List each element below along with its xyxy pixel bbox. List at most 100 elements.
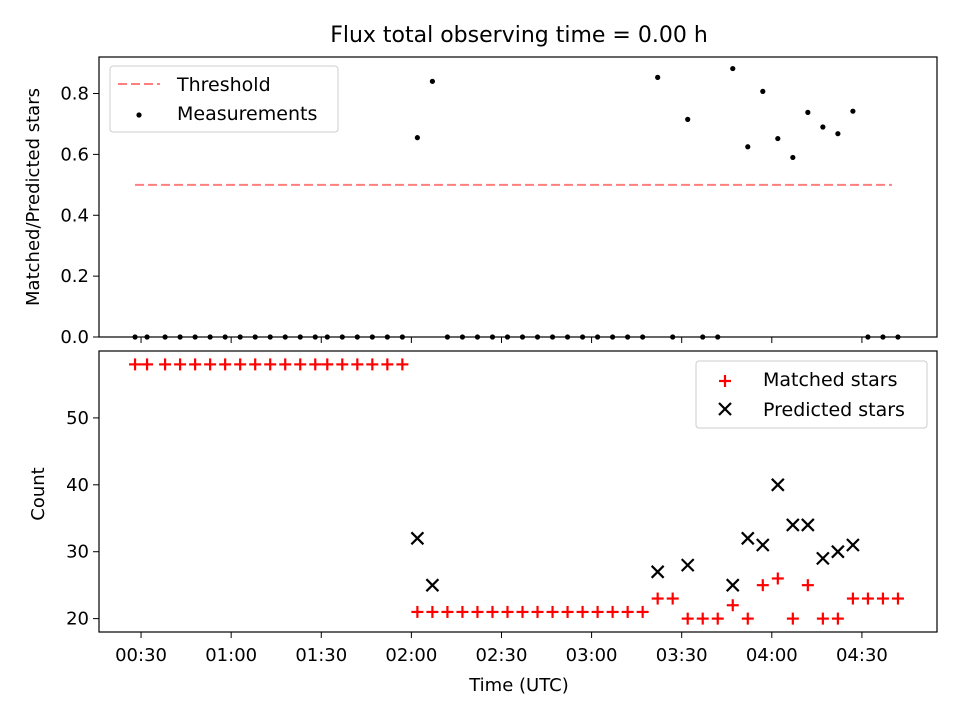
matched-star-point	[771, 572, 784, 585]
count-plot-area	[129, 358, 904, 625]
matched-star-point	[159, 358, 172, 371]
matched-star-point	[606, 605, 619, 618]
measurement-point	[745, 144, 751, 150]
matched-star-point	[189, 358, 202, 371]
measurement-point	[790, 154, 796, 161]
count-y-ticks: 20 30 40 50	[66, 408, 99, 630]
matched-star-point	[741, 612, 754, 625]
predicted-star-point	[831, 544, 845, 559]
predicted-marker-b	[410, 531, 425, 546]
ratio-y-ticks: 0.0 0.2 0.4 0.6 0.8	[60, 84, 99, 348]
predicted-marker-b	[650, 565, 665, 579]
matched-star-point	[366, 358, 379, 371]
matched-star-point	[234, 358, 247, 371]
count-x-tick-label: 03:00	[566, 645, 618, 666]
measurements-legend-label: Measurements	[177, 103, 317, 125]
matched-star-point	[309, 358, 322, 371]
matched-star-point	[381, 358, 394, 371]
ratio-axes-frame	[98, 56, 938, 338]
matched-legend-swatch	[719, 375, 731, 387]
measurement-point	[414, 135, 420, 141]
predicted-marker-b	[771, 478, 785, 492]
matched-star-point	[279, 358, 292, 371]
matched-star-point	[546, 605, 559, 618]
matched-star-point	[561, 605, 574, 618]
count-x-tick-label: 04:30	[836, 645, 888, 666]
count-x-tick-label: 02:30	[476, 645, 528, 666]
ratio-y-tick-label: 0.2	[60, 266, 89, 287]
predicted-marker-b	[740, 531, 755, 546]
matched-star-point	[696, 612, 709, 625]
ratio-y-axis-label: Matched/Predicted stars	[23, 88, 44, 306]
predicted-star-point	[801, 518, 815, 532]
matched-star-point	[456, 605, 469, 618]
ratio-y-tick-label: 0.6	[60, 144, 89, 165]
measurements-legend-swatch	[136, 112, 142, 118]
count-x-tick-label: 02:00	[385, 645, 437, 666]
predicted-star-point	[786, 518, 800, 532]
predicted-star-point	[771, 478, 785, 492]
matched-star-point	[294, 358, 307, 371]
matched-star-point	[501, 605, 514, 618]
measurement-point	[775, 135, 781, 142]
matched-star-point	[264, 358, 277, 371]
predicted-legend-swatch	[718, 402, 732, 416]
ratio-y-tick-label: 0.4	[60, 205, 89, 226]
ratio-y-tick-label: 0.0	[60, 327, 89, 348]
measurement-point	[429, 78, 435, 84]
predicted-star-point	[846, 538, 860, 552]
matched-star-point	[801, 579, 814, 592]
matched-star-point	[666, 592, 679, 605]
count-y-tick-label: 30	[66, 542, 89, 563]
matched-star-point	[336, 358, 349, 371]
predicted-star-point	[740, 531, 755, 546]
matched-star-point	[321, 358, 334, 371]
measurement-point	[835, 131, 841, 137]
matched-star-point	[891, 592, 904, 605]
matched-star-point	[516, 605, 529, 618]
count-x-tick-label: 01:00	[205, 645, 257, 666]
matched-star-point	[141, 358, 154, 371]
ratio-legend-box	[109, 65, 339, 133]
matched-star-point	[726, 599, 739, 612]
predicted-marker-b	[831, 544, 845, 559]
predicted-marker-b	[846, 538, 860, 552]
matched-star-point	[816, 612, 829, 625]
matched-star-point	[621, 605, 634, 618]
predicted-marker-b	[680, 558, 695, 572]
ratio-y-tick-label: 0.8	[60, 84, 89, 105]
matched-star-point	[636, 605, 649, 618]
count-legend-box	[695, 360, 928, 429]
count-x-tick-label: 04:00	[746, 645, 798, 666]
matched-star-point	[756, 579, 769, 592]
predicted-marker-b	[786, 518, 800, 532]
matched-star-point	[411, 605, 424, 618]
predicted-star-point	[725, 578, 740, 592]
predicted-marker-b	[725, 578, 740, 592]
measurement-point	[685, 116, 691, 122]
matched-star-point	[129, 358, 142, 371]
predicted-star-point	[680, 558, 695, 572]
count-x-tick-label: 01:30	[295, 645, 347, 666]
matched-star-point	[471, 605, 484, 618]
ratio-x-ticks	[140, 337, 863, 343]
count-legend: Matched stars Predicted stars	[695, 360, 928, 429]
matched-star-point	[249, 358, 262, 371]
predicted-star-point	[756, 538, 770, 552]
matched-star-point	[351, 358, 364, 371]
predicted-marker-b	[816, 551, 830, 566]
matched-star-point	[876, 592, 889, 605]
matched-star-point	[591, 605, 604, 618]
chart-title: Flux total observing time = 0.00 h	[330, 23, 708, 48]
matched-star-point	[396, 358, 409, 371]
predicted-star-point	[410, 531, 425, 546]
matched-star-point	[711, 612, 724, 625]
matched-star-point	[204, 358, 217, 371]
matched-star-point	[486, 605, 499, 618]
matched-star-point	[576, 605, 589, 618]
matched-star-point	[426, 605, 439, 618]
count-y-tick-label: 50	[66, 408, 89, 429]
ratio-legend: Threshold Measurements	[109, 65, 339, 133]
